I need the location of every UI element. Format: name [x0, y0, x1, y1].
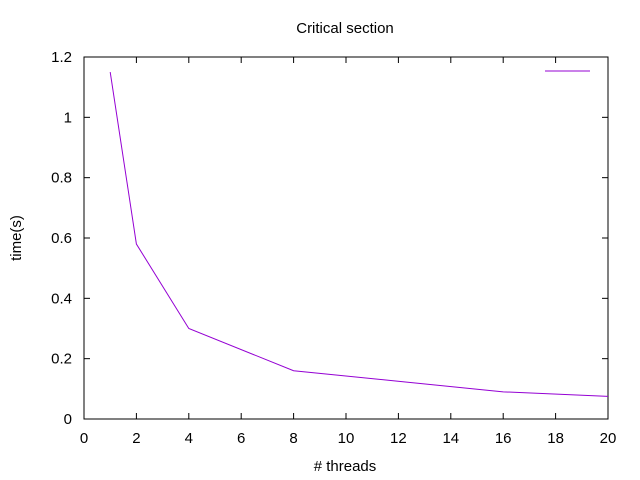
x-tick-label: 10 [338, 430, 355, 447]
x-tick-label: 20 [600, 430, 617, 447]
y-tick-label: 1.2 [51, 49, 72, 66]
x-tick-label: 4 [185, 430, 193, 447]
x-axis-title: # threads [314, 458, 377, 475]
plot-border [83, 56, 609, 420]
x-axis: 0 2 4 6 8 10 12 14 16 18 20 [80, 57, 617, 447]
y-tick-label: 0.4 [51, 290, 72, 307]
x-tick-label: 12 [390, 430, 407, 447]
y-axis: 0 0.2 0.4 0.6 0.8 1 1.2 [51, 49, 608, 428]
x-tick-label: 8 [289, 430, 297, 447]
y-tick-label: 0 [64, 411, 72, 428]
plot-frame [83, 56, 609, 420]
x-tick-label: 0 [80, 430, 88, 447]
y-tick-label: 0.2 [51, 351, 72, 368]
x-tick-label: 16 [495, 430, 512, 447]
x-tick-label: 6 [237, 430, 245, 447]
x-tick-label: 2 [132, 430, 140, 447]
series-layer [109, 72, 609, 397]
y-tick-label: 0.6 [51, 230, 72, 247]
y-axis-title: time(s) [8, 215, 25, 261]
x-tick-label: 14 [442, 430, 459, 447]
y-tick-label: 1 [64, 109, 72, 126]
x-tick-label: 18 [547, 430, 564, 447]
series-line [109, 72, 609, 397]
y-tick-label: 0.8 [51, 170, 72, 187]
chart-title: Critical section [296, 20, 394, 37]
